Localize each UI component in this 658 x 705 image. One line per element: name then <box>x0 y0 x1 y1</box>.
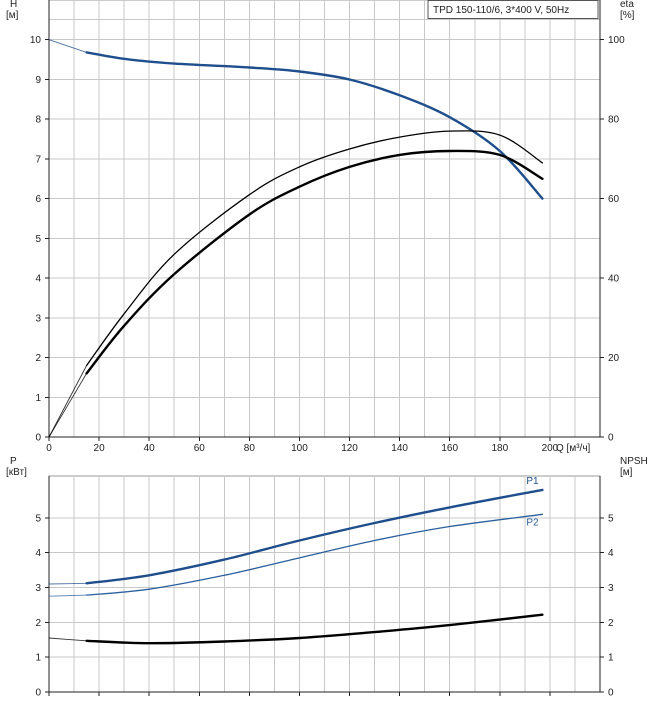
x-tick-label: 120 <box>341 443 358 454</box>
series-label-p1: P1 <box>526 476 539 487</box>
series-label-p2: P2 <box>526 517 539 528</box>
x-tick-label: 0 <box>46 443 52 454</box>
left-tick-label: 7 <box>35 154 41 165</box>
left-axis-title: H <box>10 0 17 10</box>
left-tick-label: 0 <box>35 688 41 699</box>
right-tick-label: 80 <box>608 115 620 126</box>
series-1-2-line <box>85 149 544 375</box>
right-tick-label: 3 <box>608 583 614 594</box>
series-1-1-line <box>85 51 544 200</box>
left-tick-label: 1 <box>35 653 41 664</box>
left-tick-label: 6 <box>35 194 41 205</box>
left-axis-unit: [кВт] <box>6 467 27 478</box>
series-1-2-extrapolation <box>48 373 87 438</box>
series-1-3-extrapolation <box>48 365 87 438</box>
series-2-1-line <box>85 488 544 585</box>
title-box <box>427 0 599 19</box>
right-tick-label: 20 <box>608 353 620 364</box>
right-tick-label: 5 <box>608 513 614 524</box>
right-tick-label: 4 <box>608 548 614 559</box>
x-tick-label: 180 <box>491 443 508 454</box>
left-axis-title: P <box>10 456 17 467</box>
chart-title: TPD 150-110/6, 3*400 V, 50Hz <box>433 5 569 16</box>
left-tick-label: 5 <box>35 513 41 524</box>
x-axis-label: Q [м³/ч] <box>556 443 591 454</box>
right-tick-label: 40 <box>608 274 620 285</box>
right-tick-label: 0 <box>608 433 614 444</box>
left-tick-label: 8 <box>35 115 41 126</box>
left-tick-label: 5 <box>35 234 41 245</box>
panel-1 <box>45 0 604 441</box>
right-axis-unit: [м] <box>620 467 633 478</box>
x-tick-label: 200 <box>542 443 559 454</box>
right-tick-label: 2 <box>608 618 614 629</box>
right-tick-label: 0 <box>608 688 614 699</box>
left-tick-label: 2 <box>35 353 41 364</box>
series-2-3-line <box>85 613 544 645</box>
series-1-3-line <box>85 130 544 367</box>
x-tick-label: 40 <box>144 443 156 454</box>
right-tick-label: 1 <box>608 653 614 664</box>
x-tick-label: 160 <box>441 443 458 454</box>
left-axis-unit: [м] <box>6 10 19 21</box>
series-2-1-extrapolation <box>48 582 87 585</box>
x-tick-label: 100 <box>291 443 308 454</box>
left-tick-label: 1 <box>35 393 41 404</box>
series-2-2-extrapolation <box>48 594 87 597</box>
left-tick-label: 4 <box>35 274 41 285</box>
right-axis-unit: [%] <box>620 10 635 21</box>
series-2-3-extrapolation <box>48 637 87 642</box>
panel-2 <box>45 475 604 696</box>
series-2-2-line <box>85 513 544 596</box>
x-tick-label: 80 <box>244 443 256 454</box>
left-tick-label: 2 <box>35 618 41 629</box>
left-tick-label: 3 <box>35 583 41 594</box>
x-tick-label: 20 <box>94 443 106 454</box>
left-tick-label: 3 <box>35 313 41 324</box>
right-axis-title: eta <box>620 0 634 10</box>
left-tick-label: 9 <box>35 75 41 86</box>
right-axis-title: NPSH <box>620 456 648 467</box>
left-tick-label: 4 <box>35 548 41 559</box>
series-1-1-extrapolation <box>48 39 87 53</box>
right-tick-label: 60 <box>608 194 620 205</box>
left-tick-label: 10 <box>30 35 42 46</box>
x-tick-label: 140 <box>391 443 408 454</box>
right-tick-label: 100 <box>608 35 625 46</box>
x-tick-label: 60 <box>194 443 206 454</box>
left-tick-label: 0 <box>35 433 41 444</box>
